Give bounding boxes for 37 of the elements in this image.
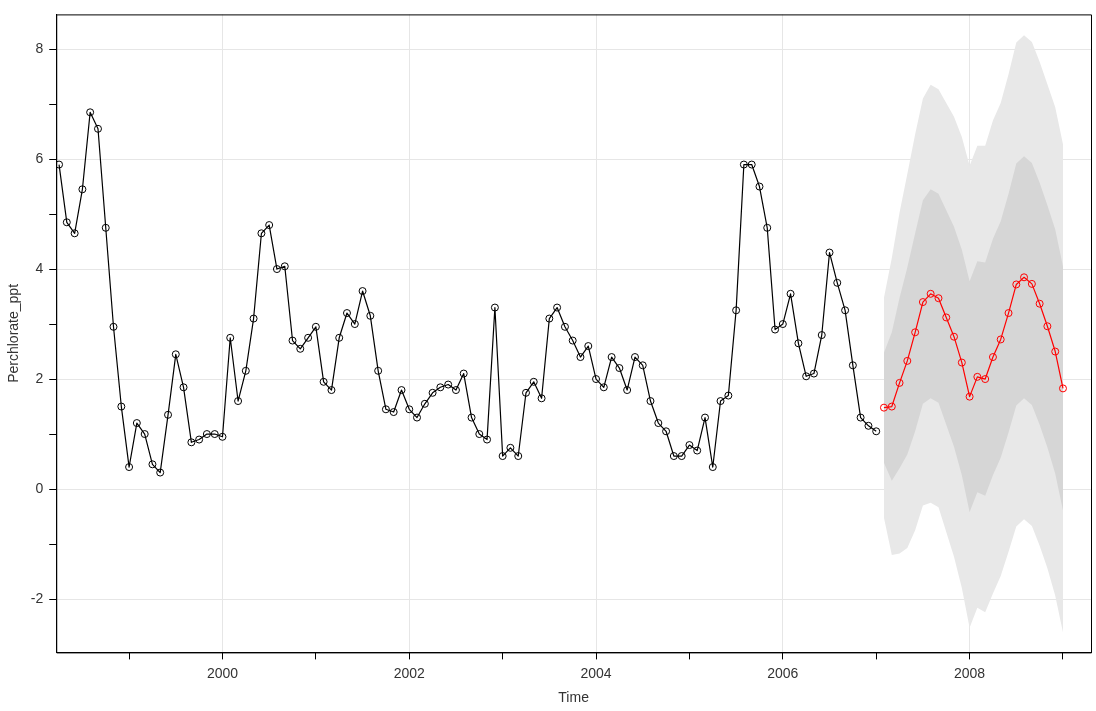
point — [1004, 309, 1013, 318]
point — [879, 403, 888, 412]
point — [911, 328, 920, 337]
point — [996, 335, 1005, 344]
point — [1051, 347, 1060, 356]
point — [965, 392, 974, 401]
y-tick-label: 4 — [35, 259, 44, 276]
x-axis-title: Time — [558, 689, 590, 706]
point — [973, 372, 982, 381]
x-tick-label: 2008 — [954, 664, 986, 681]
point — [981, 375, 990, 384]
point — [957, 358, 966, 367]
point — [1027, 279, 1036, 288]
point — [950, 332, 958, 341]
y-tick-label: 8 — [35, 39, 44, 56]
point — [1035, 299, 1044, 308]
x-tick-label: 2002 — [393, 664, 426, 681]
point — [918, 298, 927, 307]
point — [942, 313, 951, 322]
y-tick-label: 0 — [35, 479, 44, 496]
point — [926, 289, 935, 298]
y-tick-label: 2 — [35, 369, 44, 386]
x-tick-label: 2006 — [767, 664, 799, 681]
point — [1012, 280, 1021, 289]
point — [934, 294, 943, 303]
x-tick-label: 2000 — [206, 664, 239, 681]
point — [895, 378, 904, 387]
y-tick-label: -2 — [30, 589, 44, 606]
x-tick-label: 2004 — [580, 664, 612, 681]
point — [988, 353, 997, 362]
point — [903, 356, 912, 365]
y-axis-title: Perchlorate_ppt — [5, 283, 22, 383]
point — [1020, 273, 1029, 282]
point — [1043, 322, 1052, 331]
point — [887, 402, 896, 411]
point — [1058, 384, 1067, 393]
y-tick-label: 6 — [35, 149, 44, 166]
